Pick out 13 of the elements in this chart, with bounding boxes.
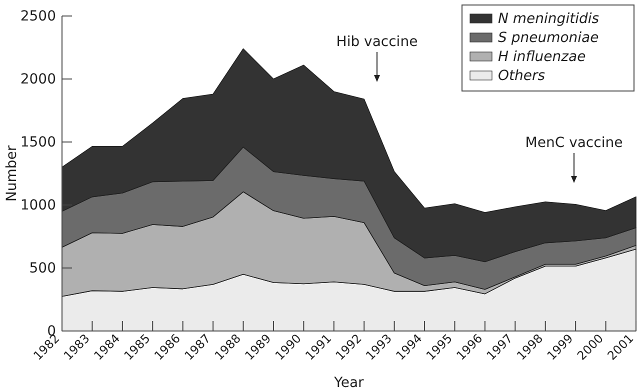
y-tick-label: 1500 <box>20 134 56 150</box>
y-axis-title: Number <box>4 145 20 202</box>
y-tick-label: 2500 <box>20 8 56 24</box>
y-tick-label: 2000 <box>20 71 56 88</box>
legend-label: H influenzae <box>498 49 586 65</box>
x-axis-title: Year <box>333 375 364 391</box>
annotation: MenC vaccine <box>525 135 623 151</box>
annotation: Hib vaccine <box>336 34 418 50</box>
legend-label: Others <box>498 68 546 84</box>
y-tick-label: 1000 <box>20 197 56 214</box>
legend-label: N meningitidis <box>498 11 600 27</box>
legend-label: S pneumoniae <box>498 30 599 46</box>
y-tick-label: 500 <box>29 260 56 276</box>
